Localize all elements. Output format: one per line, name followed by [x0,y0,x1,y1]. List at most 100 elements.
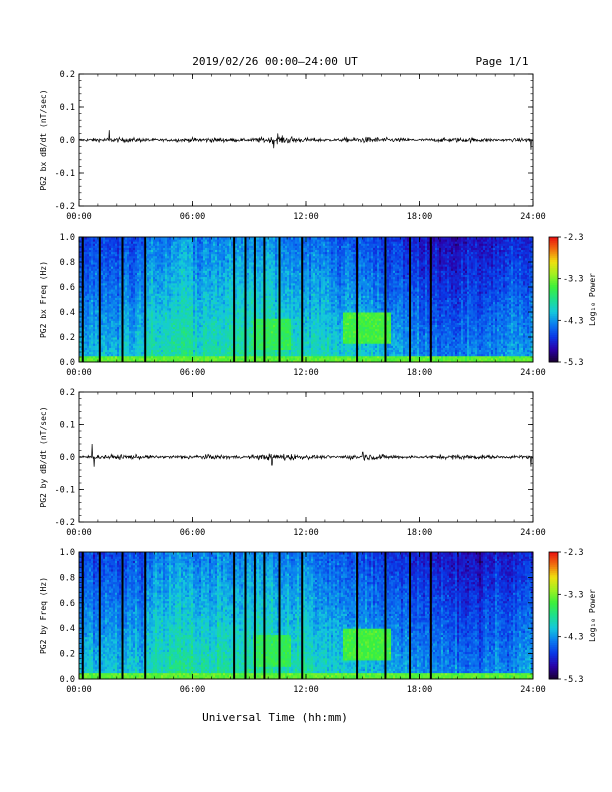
spectrogram-cell [139,278,142,282]
spectrogram-cell [135,289,138,292]
spectrogram-cell [139,272,142,275]
spectrogram-cell [155,270,158,273]
spectrogram-cell [111,237,114,240]
spectrogram-cell [153,274,156,278]
spectrogram-cell [95,324,98,328]
spectrogram-cell [111,334,114,338]
spectrogram-cell [133,343,136,346]
spectrogram-cell [89,243,92,246]
spectrogram-cell [145,289,148,292]
spectrogram-cell [155,282,158,286]
spectrogram-cell [135,253,138,257]
spectrogram-cell [111,243,114,246]
spectrogram-cell [123,357,126,361]
spectrogram-cell [111,266,114,269]
spectrogram-cell [145,262,148,265]
spectrogram-cell [145,284,148,288]
spectrogram-cell [103,309,106,313]
spectrogram-cell [107,324,110,328]
spectrogram-cell [79,322,82,325]
spectrogram-cell [85,303,88,307]
spectrogram-cell [87,320,90,323]
spectrogram-cell [85,324,88,328]
spectrogram-cell [127,341,130,344]
spectrogram-cell [115,237,118,240]
spectrogram-cell [107,249,110,253]
spectrogram-cell [133,357,136,361]
spectrogram-cell [153,343,156,346]
spectrogram-cell [135,328,138,332]
spectrogram-cell [111,253,114,257]
spectrogram-cell [109,345,112,348]
spectrogram-cell [149,274,152,278]
spectrogram-cell [125,341,128,344]
spectrogram-cell [95,249,98,253]
spectrogram-cell [119,259,122,263]
spectrogram-cell [157,355,160,359]
spectrogram-cell [123,307,126,311]
spectrogram-cell [129,349,132,353]
spectrogram-cell [149,343,152,346]
spectrogram-cell [125,318,128,321]
spectrogram-cell [101,318,104,321]
spectrogram-cell [133,347,136,350]
spectrogram-cell [157,337,160,340]
spectrogram-cell [113,247,116,250]
spectrogram-cell [125,293,128,296]
spectrogram-cell [87,247,90,250]
spectrogram-cell [137,353,140,357]
spectrogram-cell [117,337,120,340]
spectrogram-cell [79,262,82,265]
spectrogram-cell [113,278,116,282]
spectrogram-cell [83,322,86,325]
spectrogram-cell [127,322,130,325]
spectrogram-cell [111,307,114,311]
spectrogram-cell [115,312,118,315]
spectrogram-cell [93,247,96,250]
spectrogram-cell [107,270,110,273]
spectrogram-cell [109,320,112,323]
spectrogram-cell [131,251,134,255]
spectrogram-cell [157,293,160,296]
spectrogram-cell [115,278,118,282]
spectrogram-cell [137,351,140,355]
spectrogram-cell [93,241,96,244]
spectrogram-cell [125,287,128,290]
spectrogram-cell [115,316,118,319]
spectrogram-cell [131,316,134,319]
spectrogram-cell [155,293,158,296]
spectrogram-cell [133,334,136,338]
spectrogram-cell [151,237,154,240]
spectrogram-cell [83,239,86,242]
spectrogram-cell [97,299,100,303]
spectrogram-cell [157,322,160,325]
spectrogram-cell [129,314,132,317]
spectrogram-cell [145,266,148,269]
spectrogram-cell [103,314,106,317]
spectrogram-cell [151,339,154,342]
x-tick-label: 24:00 [520,212,546,222]
spectrogram-cell [119,328,122,332]
spectrogram-cell [101,291,104,294]
spectrogram-cell [97,309,100,313]
spectrogram-cell [125,314,128,317]
spectrogram-cell [97,359,100,363]
spectrogram-cell [113,274,116,278]
spectrogram-cell [125,237,128,240]
spectrogram-cell [157,259,160,263]
spectrogram-cell [139,274,142,278]
spectrogram-cell [141,305,144,309]
spectrogram-cell [95,343,98,346]
spectrogram-cell [103,247,106,250]
spectrogram-cell [137,274,140,278]
spectrogram-cell [147,349,150,353]
spectrogram-cell [111,249,114,253]
spectrogram-cell [103,341,106,344]
spectrogram-cell [155,326,158,330]
spectrogram-cell [123,284,126,288]
spectrogram-cell [133,353,136,357]
spectrogram-cell [85,293,88,296]
spectrogram-cell [87,347,90,350]
spectrogram-cell [137,312,140,315]
spectrogram-cell [91,305,94,309]
